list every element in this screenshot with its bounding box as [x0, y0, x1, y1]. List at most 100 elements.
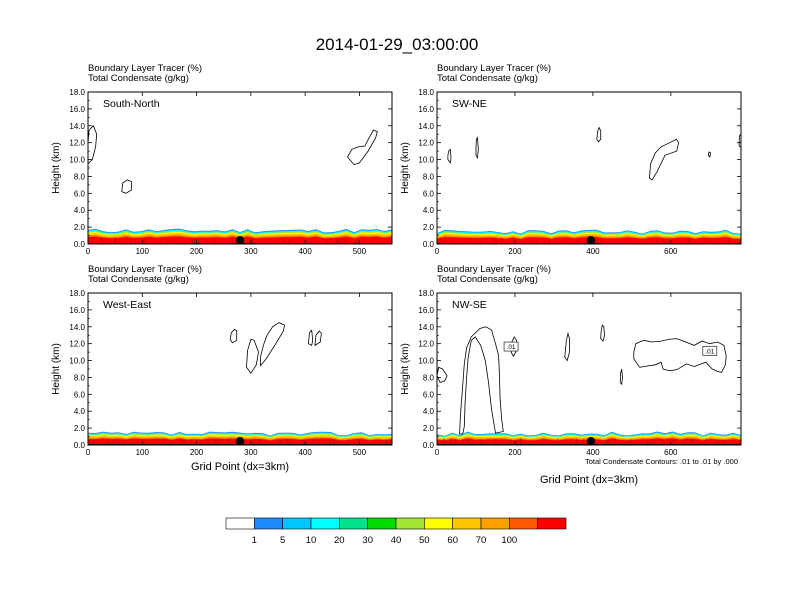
- condensate-contour-0: [447, 148, 452, 164]
- contour-label-text: .01: [507, 344, 516, 351]
- y-tick-label: 4.0: [74, 206, 86, 215]
- x-tick-label: 0: [435, 448, 440, 457]
- y-axis-label: Height (km): [51, 343, 62, 395]
- y-tick-label: 18.0: [69, 88, 85, 97]
- x-tick-label: 400: [298, 247, 312, 256]
- panel-name: South-North: [103, 98, 160, 110]
- figure-title: 2014-01-29_03:00:00: [316, 35, 479, 54]
- colorbar-level-label: 60: [447, 535, 458, 546]
- y-tick-label: 12.0: [69, 139, 85, 148]
- y-axis-label: Height (km): [400, 142, 411, 194]
- colorbar-level-label: 5: [280, 535, 285, 546]
- colorbar-swatch-6: [395, 517, 425, 530]
- y-tick-label: 14.0: [418, 122, 434, 131]
- colorbar-swatch-3: [310, 517, 340, 530]
- x-tick-label: 600: [664, 448, 678, 457]
- plot-area: [437, 126, 741, 244]
- condensate-contour-1: [260, 322, 285, 367]
- condensate-contour-3: [648, 138, 680, 181]
- y-tick-label: 0.0: [423, 441, 435, 450]
- panel-contour-variable-label: Total Condensate (g/kg): [437, 274, 538, 285]
- y-tick-label: 2.0: [423, 424, 435, 433]
- panel-south-north: Boundary Layer Tracer (%)Total Condensat…: [51, 63, 393, 256]
- condensate-contour-3: [564, 331, 570, 362]
- x-tick-label: 0: [86, 247, 91, 256]
- colorbar: 1 5 10 20 30 40 50 60 70 100: [225, 517, 567, 546]
- y-axis-label: Height (km): [51, 142, 62, 194]
- colorbar-swatch-11: [537, 517, 567, 530]
- x-tick-label: 100: [136, 448, 150, 457]
- colorbar-level-label: 50: [419, 535, 430, 546]
- y-tick-label: 12.0: [418, 340, 434, 349]
- colorbar-level-label: 70: [476, 535, 487, 546]
- panel-contour-variable-label: Total Condensate (g/kg): [437, 73, 538, 84]
- colorbar-swatch-5: [367, 517, 397, 530]
- y-tick-label: 8.0: [423, 373, 435, 382]
- x-tick-label: 0: [86, 448, 91, 457]
- condensate-contour-2: [347, 129, 378, 166]
- axes-frame: [436, 91, 742, 245]
- y-tick-label: 6.0: [74, 390, 86, 399]
- colorbar-swatch-2: [282, 517, 312, 530]
- y-tick-label: 8.0: [74, 172, 86, 181]
- y-tick-label: 10.0: [418, 357, 434, 366]
- y-tick-label: 12.0: [69, 340, 85, 349]
- axes-frame: [87, 292, 393, 446]
- y-tick-label: 16.0: [418, 105, 434, 114]
- colorbar-level-label: 10: [306, 535, 317, 546]
- colorbar-swatch-0: [225, 517, 255, 530]
- panel-name: West-East: [103, 299, 151, 311]
- colorbar-swatch-10: [509, 517, 538, 530]
- panel-name: SW-NE: [452, 98, 487, 110]
- contour-note: Total Condensate Contours: .01 to .01 by…: [585, 457, 738, 466]
- x-tick-label: 200: [508, 247, 522, 256]
- contour-label-box: [702, 345, 718, 356]
- condensate-contour-2: [596, 126, 602, 143]
- y-tick-label: 14.0: [418, 323, 434, 332]
- y-tick-label: 10.0: [69, 156, 85, 165]
- y-tick-label: 8.0: [423, 172, 435, 181]
- panel-fill-variable-label: Boundary Layer Tracer (%): [437, 63, 551, 74]
- panel-fill-variable-label: Boundary Layer Tracer (%): [88, 63, 202, 74]
- colorbar-level-label: 40: [391, 535, 402, 546]
- condensate-contour-0: [459, 326, 504, 435]
- contour-label-box: [503, 341, 519, 352]
- y-tick-label: 4.0: [423, 206, 435, 215]
- y-tick-label: 2.0: [74, 223, 86, 232]
- condensate-contour-4: [314, 330, 322, 347]
- condensate-contour-0: [88, 125, 98, 165]
- y-tick-label: 10.0: [69, 357, 85, 366]
- y-tick-label: 0.0: [74, 441, 86, 450]
- x-tick-label: 500: [353, 448, 367, 457]
- y-tick-label: 6.0: [423, 390, 435, 399]
- panel-west-east: Boundary Layer Tracer (%)Total Condensat…: [51, 264, 393, 473]
- condensate-contour-2: [437, 366, 448, 384]
- condensate-contour-4: [707, 151, 712, 158]
- x-tick-label: 400: [298, 448, 312, 457]
- y-tick-label: 14.0: [69, 122, 85, 131]
- y-tick-label: 16.0: [69, 306, 85, 315]
- colorbar-level-label: 30: [362, 535, 373, 546]
- y-tick-label: 18.0: [69, 289, 85, 298]
- y-tick-label: 6.0: [74, 189, 86, 198]
- condensate-contour-1: [121, 179, 132, 194]
- y-tick-label: 0.0: [423, 240, 435, 249]
- colorbar-swatch-9: [480, 517, 510, 530]
- panel-sw-ne: Boundary Layer Tracer (%)Total Condensat…: [400, 63, 742, 256]
- x-tick-label: 600: [664, 247, 678, 256]
- plot-area: [88, 322, 392, 445]
- condensate-contour-2: [229, 328, 238, 344]
- condensate-contour-6: [633, 338, 727, 373]
- y-tick-label: 16.0: [69, 105, 85, 114]
- y-tick-label: 4.0: [423, 407, 435, 416]
- y-tick-label: 18.0: [418, 289, 434, 298]
- colorbar-level-label: 20: [334, 535, 345, 546]
- location-marker: [586, 437, 596, 445]
- panel-contour-variable-label: Total Condensate (g/kg): [88, 274, 189, 285]
- y-tick-label: 12.0: [418, 139, 434, 148]
- condensate-contour-1: [475, 136, 479, 160]
- condensate-contour-5: [619, 368, 623, 386]
- plot-area: .01 .01: [437, 324, 741, 445]
- colorbar-swatch-4: [339, 517, 368, 530]
